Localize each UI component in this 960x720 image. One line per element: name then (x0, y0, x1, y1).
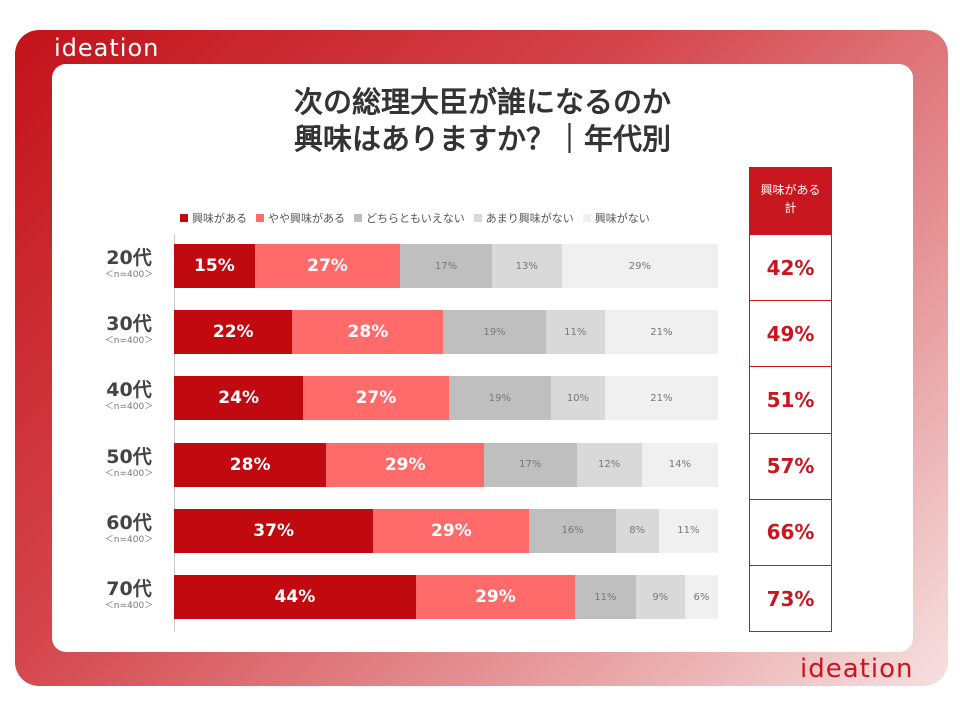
stacked-bar-2: 24% 27% 19% 10% 21% (174, 376, 718, 421)
bar-segment-4: 14% (641, 442, 718, 487)
total-value-1: 49% (750, 300, 831, 366)
chart-title: 次の総理大臣が誰になるのか 興味はありますか？｜年代別 (52, 84, 913, 158)
bar-segment-1: 29% (373, 508, 530, 553)
row-label-2: 40代 ＜n=400＞ (92, 379, 166, 413)
row-label-3: 50代 ＜n=400＞ (92, 446, 166, 480)
bar-segment-0: 15% (174, 244, 255, 288)
row-label-0: 20代 ＜n=400＞ (92, 247, 166, 281)
legend-entry-2: どちらともいえない (354, 210, 465, 226)
row-label-5: 70代 ＜n=400＞ (92, 578, 166, 612)
row-label-4: 60代 ＜n=400＞ (92, 512, 166, 546)
sample-size-label: ＜n=400＞ (104, 336, 154, 347)
bar-segment-3: 11% (545, 310, 605, 355)
sample-size-label: ＜n=400＞ (104, 270, 154, 280)
bar-segment-0: 22% (174, 310, 293, 355)
bar-segment-4: 6% (685, 575, 718, 619)
stacked-bar-1: 22% 28% 19% 11% 21% (174, 310, 718, 355)
total-value-4: 66% (750, 498, 831, 565)
bar-segment-4: 29% (561, 244, 718, 288)
bar-segment-3: 9% (635, 575, 685, 619)
legend-swatch-3 (473, 214, 482, 222)
sample-size-label: ＜n=400＞ (104, 601, 154, 611)
bar-segment-1: 27% (303, 376, 449, 421)
category-label: 70代 (106, 578, 152, 600)
chart-legend: 興味がある やや興味がある どちらともいえない あまり興味がない 興味がない (180, 210, 659, 226)
total-value-5: 73% (750, 565, 831, 631)
row-label-1: 30代 ＜n=400＞ (92, 313, 166, 347)
legend-swatch-0 (180, 214, 188, 222)
bar-segment-2: 19% (448, 376, 552, 421)
title-line-1: 次の総理大臣が誰になるのか (293, 85, 671, 119)
bar-segment-1: 29% (326, 442, 485, 487)
category-label: 30代 (106, 313, 152, 336)
legend-swatch-1 (256, 214, 264, 222)
bar-segment-2: 19% (443, 310, 546, 355)
legend-label-2: どちらともいえない (366, 212, 465, 225)
total-value-0: 42% (750, 234, 831, 300)
legend-entry-0: 興味がある (180, 210, 247, 226)
total-value-3: 57% (750, 432, 831, 499)
bar-segment-3: 10% (551, 376, 605, 421)
total-column: 興味がある 計 42% 49% 51% 57% 66% 73% (749, 167, 832, 632)
stacked-bar-0: 15% 27% 17% 13% 29% (174, 244, 718, 288)
sample-size-label: ＜n=400＞ (104, 468, 154, 479)
total-header-line-2: 計 (784, 201, 797, 215)
sample-size-label: ＜n=400＞ (104, 402, 154, 413)
bar-segment-4: 21% (604, 310, 718, 355)
bar-segment-0: 37% (174, 508, 374, 553)
legend-swatch-2 (354, 214, 362, 222)
bar-segment-3: 12% (576, 442, 642, 487)
brand-logo-bottom: ideation (800, 654, 914, 684)
legend-entry-4: 興味がない (582, 210, 650, 226)
bar-segment-1: 27% (254, 244, 401, 288)
bar-segment-2: 11% (575, 575, 636, 619)
legend-entry-3: あまり興味がない (473, 210, 574, 226)
bar-segment-0: 28% (174, 442, 327, 487)
bar-segment-0: 44% (174, 575, 416, 619)
legend-label-0: 興味がある (192, 212, 247, 225)
bar-segment-1: 29% (415, 575, 576, 619)
category-label: 40代 (106, 379, 152, 402)
title-line-2: 興味はありますか？｜年代別 (293, 122, 671, 156)
legend-label-1: やや興味がある (268, 212, 345, 225)
legend-label-4: 興味がない (594, 212, 650, 225)
bar-segment-0: 24% (174, 376, 304, 421)
stacked-bar-5: 44% 29% 11% 9% 6% (174, 575, 718, 619)
stacked-bar-4: 37% 29% 16% 8% 11% (174, 508, 718, 553)
bar-segment-3: 8% (615, 508, 659, 553)
legend-label-3: あまり興味がない (485, 212, 574, 225)
category-axis-line (174, 234, 175, 632)
category-label: 60代 (106, 511, 152, 534)
category-label: 50代 (106, 445, 152, 468)
bar-segment-4: 21% (604, 376, 718, 421)
brand-logo-top: ideation (54, 34, 160, 62)
total-header-line-1: 興味がある (760, 183, 821, 197)
category-label: 20代 (106, 247, 152, 269)
legend-entry-1: やや興味がある (256, 210, 345, 226)
sample-size-label: ＜n=400＞ (104, 534, 154, 545)
bar-segment-2: 17% (400, 244, 492, 288)
bar-segment-2: 17% (484, 442, 577, 487)
bar-segment-1: 28% (292, 310, 444, 355)
total-value-2: 51% (750, 366, 831, 432)
bar-segment-2: 16% (529, 508, 616, 553)
bar-segment-4: 11% (658, 508, 718, 553)
legend-swatch-4 (582, 214, 591, 222)
total-column-header: 興味がある 計 (750, 168, 831, 234)
bar-segment-3: 13% (491, 244, 562, 288)
stacked-bar-3: 28% 29% 17% 12% 14% (174, 442, 718, 487)
